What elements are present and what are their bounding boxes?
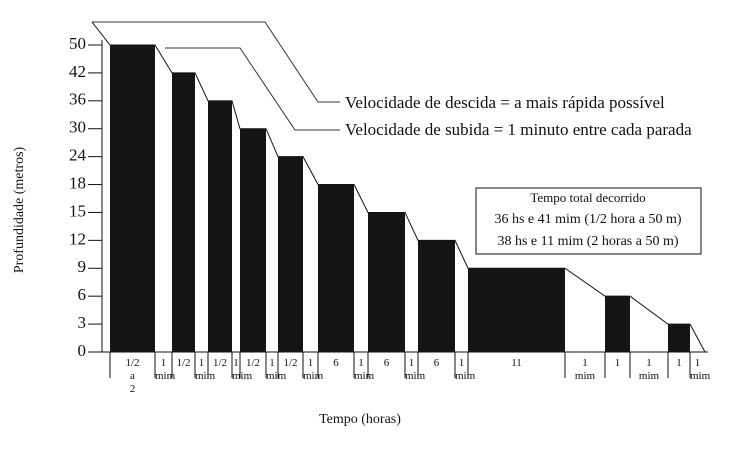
x-tick-label: 1 mim <box>574 357 596 382</box>
y-tick-label: 30 <box>69 118 86 137</box>
x-tick-label: 1 <box>676 357 682 369</box>
y-tick-label: 3 <box>78 313 87 332</box>
x-tick-label: 1 mim <box>195 357 216 382</box>
y-tick-label: 24 <box>69 146 87 165</box>
box-line: 36 hs e 41 mim (1/2 hora a 50 m) <box>494 212 681 227</box>
x-tick-label: 1 mim <box>354 357 375 382</box>
box-line: 38 hs e 11 mim (2 horas a 50 m) <box>497 234 678 249</box>
x-tick-label: 6 <box>433 357 440 369</box>
annotation: Velocidade de descida = a mais rápida po… <box>345 93 665 112</box>
x-tick-label: 1 mim <box>690 357 711 382</box>
bar <box>368 212 405 352</box>
x-tick-label: 1 mim <box>455 357 476 382</box>
y-axis-title: Profundidade (metros) <box>12 146 27 273</box>
x-tick-label: 1 <box>614 357 621 369</box>
x-axis-title: Tempo (horas) <box>319 412 401 427</box>
y-tick-label: 50 <box>69 34 86 53</box>
bar <box>208 100 232 353</box>
leader-line <box>165 47 340 131</box>
bar <box>172 72 195 352</box>
x-tick-label: 1/2 <box>176 357 191 369</box>
bar <box>605 296 630 352</box>
profile-line <box>91 21 706 353</box>
y-tick-label: 9 <box>78 257 87 276</box>
y-tick-label: 15 <box>69 201 86 220</box>
x-tick-label: 6 <box>333 357 339 369</box>
y-tick-label: 42 <box>69 62 86 81</box>
y-tick-label: 0 <box>78 341 87 360</box>
bar <box>318 184 354 352</box>
info-box <box>475 187 702 255</box>
x-tick-label: 1/2 <box>212 357 228 369</box>
bar <box>240 128 266 352</box>
leader-line <box>92 21 340 103</box>
x-tick-label: 1 mim <box>155 357 176 382</box>
x-tick-label: 1 mim <box>266 357 287 382</box>
box-title: Tempo total decorrido <box>530 190 645 205</box>
bar <box>418 240 455 352</box>
x-tick-label: 11 <box>511 357 522 369</box>
x-tick-label: 1/2 <box>283 357 298 369</box>
y-tick-label: 6 <box>78 285 87 304</box>
x-tick-label: 1 mim <box>405 357 426 382</box>
bar <box>468 268 565 352</box>
bar <box>668 324 690 352</box>
y-tick-label: 18 <box>69 173 86 192</box>
x-tick-label: 1 mim <box>303 357 324 382</box>
y-tick-label: 12 <box>69 229 86 248</box>
bar <box>278 156 303 352</box>
x-tick-label: 6 <box>383 357 390 369</box>
x-tick-label: 1 mim <box>638 357 660 382</box>
annotation: Velocidade de subida = 1 minuto entre ca… <box>345 120 692 139</box>
bar <box>110 45 155 352</box>
x-tick-label: 1 mim <box>232 357 253 382</box>
x-tick-label: 1/2 a 2 <box>125 357 140 395</box>
y-tick-label: 36 <box>69 90 86 109</box>
x-tick-label: 1/2 <box>245 357 261 369</box>
